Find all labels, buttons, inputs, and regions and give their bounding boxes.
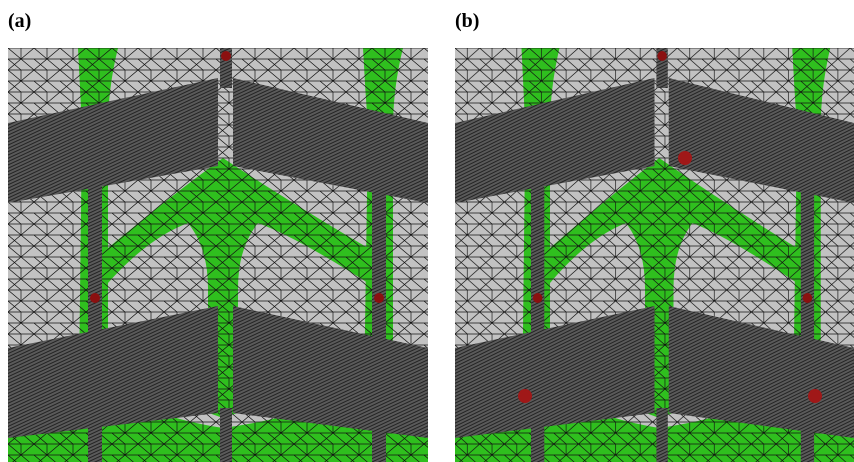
page: (a) (b) (() => { const data = JSON.parse… xyxy=(0,0,854,462)
red-particle xyxy=(678,151,692,165)
figure: (a) (b) xyxy=(0,0,854,462)
mesh-image xyxy=(8,48,428,462)
panel-label: (a) xyxy=(8,10,31,32)
panel-label: (b) xyxy=(455,10,479,32)
red-particle xyxy=(808,389,822,403)
mesh-image xyxy=(455,48,854,462)
red-particle xyxy=(518,389,532,403)
